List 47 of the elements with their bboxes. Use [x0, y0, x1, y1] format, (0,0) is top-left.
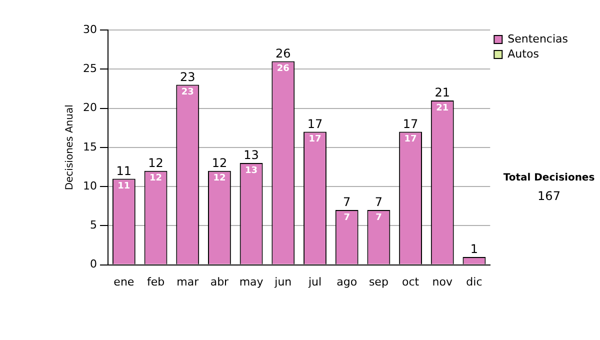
x-tick-label: jun [274, 275, 292, 288]
y-tick-label: 25 [82, 62, 97, 75]
data-label: 17 [308, 134, 322, 145]
y-tick-label: 20 [82, 101, 97, 114]
data-label: 23 [181, 88, 194, 98]
data-label: 12 [213, 174, 226, 184]
y-tick-label: 30 [82, 22, 97, 36]
legend-label: Autos [508, 47, 540, 60]
total-label: 17 [402, 116, 418, 131]
x-tick-label: dic [466, 275, 482, 288]
x-tick-label: ago [336, 275, 358, 288]
x-tick-label: oct [402, 275, 420, 288]
x-tick-label: nov [432, 275, 453, 288]
total-label: 1 [470, 242, 478, 256]
data-label: 11 [118, 182, 130, 192]
total-label: 23 [180, 70, 196, 84]
x-tick-label: jul [307, 275, 322, 288]
data-label: 13 [245, 166, 258, 176]
x-tick-label: mar [176, 275, 200, 288]
data-label: 17 [404, 134, 417, 145]
y-tick-label: 5 [90, 218, 97, 232]
x-tick-label: abr [210, 275, 230, 288]
total-label: 11 [116, 164, 132, 178]
y-tick-label: 0 [90, 258, 97, 271]
x-tick-label: may [239, 275, 264, 288]
total-label: 7 [374, 195, 383, 210]
data-label: 12 [150, 174, 162, 184]
x-tick-label: ene [114, 275, 134, 288]
data-label: 7 [344, 212, 350, 223]
total-label: 7 [343, 195, 351, 210]
text: 167 [538, 189, 560, 204]
y-tick-label: 10 [82, 179, 97, 192]
legend-label: Sentencias [508, 32, 568, 46]
total-label: 17 [307, 116, 323, 131]
data-label: 21 [436, 103, 449, 114]
total-label: 12 [148, 156, 164, 170]
total-label: 13 [244, 148, 259, 162]
x-tick-label: sep [368, 275, 388, 288]
x-tick-label: feb [146, 275, 165, 288]
data-label: 26 [276, 64, 290, 74]
text: Total Decisiones [503, 172, 595, 184]
total-label: 26 [276, 46, 291, 60]
total-label: 12 [212, 156, 228, 170]
total-label: 21 [434, 86, 450, 100]
data-label: 7 [376, 212, 382, 223]
y-axis-title: Decisiones Anual [64, 104, 76, 190]
y-tick-label: 15 [82, 140, 97, 154]
